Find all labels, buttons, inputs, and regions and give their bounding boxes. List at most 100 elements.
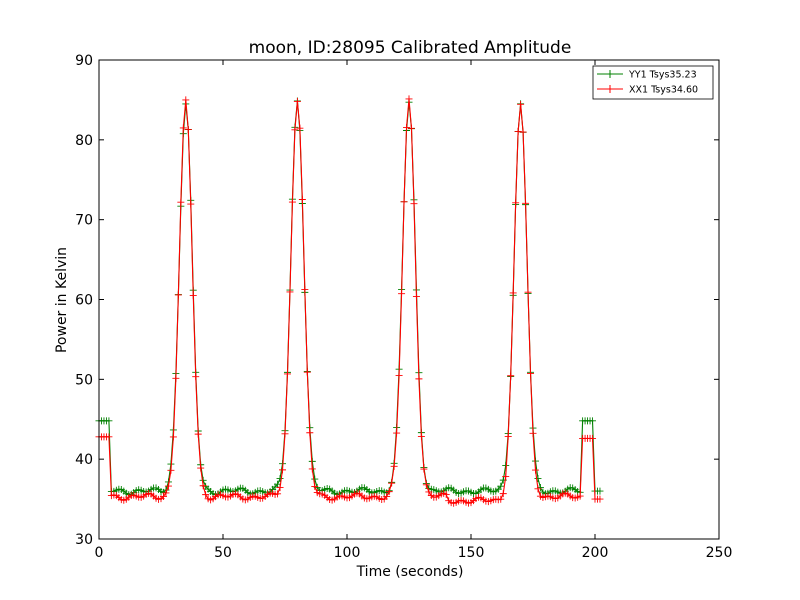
x-tick-label: 50 <box>214 545 232 561</box>
data-point <box>291 126 299 134</box>
data-point <box>311 475 319 483</box>
data-point <box>182 96 190 104</box>
data-point <box>415 375 423 383</box>
data-point <box>159 492 167 500</box>
x-axis-label: Time (seconds) <box>356 564 464 580</box>
data-point <box>410 200 418 208</box>
data-point <box>177 198 185 206</box>
data-point <box>167 466 175 474</box>
data-point <box>497 495 505 503</box>
data-point <box>199 482 207 490</box>
plot-area <box>95 95 604 507</box>
data-point <box>407 124 415 132</box>
data-point <box>412 292 420 300</box>
data-point <box>507 372 515 380</box>
data-point <box>514 127 522 135</box>
data-point <box>283 370 291 378</box>
data-point <box>189 291 197 299</box>
data-point <box>442 490 450 498</box>
data-point <box>596 487 604 495</box>
y-tick-label: 80 <box>75 133 93 149</box>
data-point <box>405 95 413 103</box>
legend-entry: YY1 Tsys35.23 <box>597 70 697 81</box>
data-point <box>162 489 170 497</box>
legend: YY1 Tsys35.23 XX1 Tsys34.60 <box>592 65 714 100</box>
data-point <box>303 368 311 376</box>
legend-label: XX1 Tsys34.60 <box>629 85 698 96</box>
data-point <box>512 199 520 207</box>
data-point <box>398 290 406 298</box>
data-point <box>179 124 187 132</box>
data-point <box>308 465 316 473</box>
data-point <box>288 198 296 206</box>
data-point <box>425 488 433 496</box>
series-yy1 <box>95 97 604 499</box>
data-point <box>385 488 393 496</box>
data-point <box>589 417 597 425</box>
legend-box <box>592 65 714 100</box>
data-point <box>281 430 289 438</box>
data-point <box>276 484 284 492</box>
data-point <box>529 429 537 437</box>
legend-marker <box>606 70 614 78</box>
y-tick-label: 90 <box>75 53 93 69</box>
data-point <box>390 462 398 470</box>
data-point <box>383 492 391 500</box>
data-point <box>395 372 403 380</box>
data-point <box>276 475 284 483</box>
legend-entry: XX1 Tsys34.60 <box>597 85 698 96</box>
data-point <box>174 291 182 299</box>
x-tick-label: 0 <box>95 545 104 561</box>
data-point <box>534 474 542 482</box>
data-point <box>388 479 396 487</box>
data-point <box>400 198 408 206</box>
data-point <box>534 485 542 493</box>
series-line <box>99 100 600 496</box>
data-point <box>169 433 177 441</box>
legend-marker <box>606 85 614 93</box>
data-point <box>194 430 202 438</box>
x-tick-label: 250 <box>706 545 733 561</box>
data-point <box>504 432 512 440</box>
data-point <box>422 481 430 489</box>
x-tick-label: 100 <box>334 545 361 561</box>
y-tick-label: 60 <box>75 293 93 309</box>
y-tick-label: 70 <box>75 213 93 229</box>
y-tick-label: 40 <box>75 452 93 468</box>
y-axis-label: Power in Kelvin <box>54 247 70 353</box>
data-point <box>420 465 428 473</box>
data-point <box>531 466 539 474</box>
data-point <box>187 200 195 208</box>
y-tick-label: 50 <box>75 372 93 388</box>
series-line <box>99 98 600 504</box>
data-point <box>522 199 530 207</box>
x-tick-label: 200 <box>582 545 609 561</box>
data-point <box>192 373 200 381</box>
data-point <box>527 370 535 378</box>
data-point <box>306 429 314 437</box>
data-point <box>589 434 597 442</box>
data-point <box>279 466 287 474</box>
data-point <box>524 288 532 296</box>
data-point <box>509 289 517 297</box>
data-point <box>519 128 527 136</box>
legend-label: YY1 Tsys35.23 <box>628 70 697 81</box>
series-xx1 <box>95 95 604 507</box>
data-point <box>393 429 401 437</box>
data-point <box>164 482 172 490</box>
data-point <box>274 490 282 498</box>
data-point <box>576 492 584 500</box>
data-point <box>184 125 192 133</box>
data-point <box>197 464 205 472</box>
data-point <box>403 123 411 131</box>
data-point <box>293 97 301 105</box>
plot-frame <box>98 59 720 540</box>
data-point <box>311 482 319 490</box>
data-point <box>596 495 604 503</box>
axes: 0 50 100 150 200 250 30 40 50 60 70 80 90 <box>75 53 732 561</box>
data-point <box>517 100 525 108</box>
data-point <box>105 433 113 441</box>
data-point <box>301 286 309 294</box>
